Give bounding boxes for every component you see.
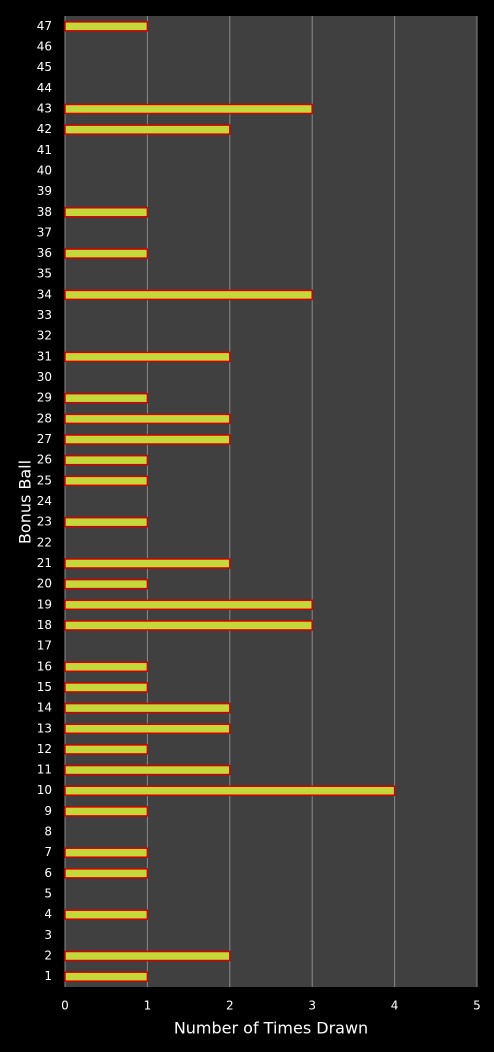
- bar: [64, 454, 149, 466]
- y-tick-label: 35: [37, 267, 52, 281]
- y-tick-label: 32: [37, 329, 52, 343]
- y-tick-label: 4: [44, 907, 52, 921]
- y-tick-label: 18: [37, 618, 52, 632]
- y-tick-label: 43: [37, 101, 52, 115]
- bar: [64, 124, 231, 135]
- y-tick-label: 37: [37, 225, 52, 239]
- y-tick-label: 8: [44, 825, 52, 839]
- x-tick-label: 5: [473, 999, 481, 1013]
- y-tick-label: 33: [37, 308, 52, 322]
- bar: [64, 682, 149, 693]
- y-tick-label: 6: [44, 866, 52, 880]
- bar: [64, 702, 231, 714]
- y-tick-label: 19: [37, 597, 52, 611]
- x-axis-title: Number of Times Drawn: [174, 1019, 368, 1038]
- y-tick-label: 12: [37, 742, 52, 756]
- y-tick-label: 13: [37, 721, 52, 735]
- bar: [64, 847, 149, 858]
- bar: [64, 909, 149, 920]
- y-tick-label: 38: [37, 205, 52, 219]
- y-tick-label: 22: [37, 535, 52, 549]
- bar: [64, 806, 149, 817]
- y-tick-label: 41: [37, 143, 52, 157]
- x-tick-label: 4: [391, 999, 399, 1013]
- y-tick-label: 30: [37, 370, 52, 384]
- bar: [64, 620, 313, 631]
- bar: [64, 744, 149, 755]
- bar: [64, 475, 149, 487]
- bar: [64, 103, 313, 115]
- bar: [64, 434, 231, 445]
- y-tick-label: 17: [37, 639, 52, 653]
- bar: [64, 785, 396, 796]
- y-tick-label: 28: [37, 411, 52, 425]
- y-tick-label: 46: [37, 39, 52, 53]
- y-tick-label: 21: [37, 556, 52, 570]
- bar: [64, 723, 231, 735]
- y-tick-label: 16: [37, 659, 52, 673]
- bar: [64, 351, 231, 363]
- y-axis-title: Bonus Ball: [16, 460, 35, 544]
- y-tick-label: 44: [37, 81, 52, 95]
- x-tick-label: 0: [61, 999, 69, 1013]
- plot-area: [65, 16, 477, 987]
- bar: [64, 207, 149, 218]
- y-tick-label: 15: [37, 680, 52, 694]
- bar: [64, 248, 149, 259]
- x-tick-label: 2: [226, 999, 234, 1013]
- bar: [64, 516, 149, 528]
- bar: [64, 578, 149, 590]
- y-tick-label: 20: [37, 577, 52, 591]
- y-tick-label: 40: [37, 163, 52, 177]
- y-tick-label: 5: [44, 887, 52, 901]
- y-tick-label: 31: [37, 349, 52, 363]
- y-tick-label: 29: [37, 391, 52, 405]
- bar: [64, 599, 313, 611]
- bar: [64, 971, 149, 982]
- y-tick-label: 39: [37, 184, 52, 198]
- y-tick-label: 9: [44, 804, 52, 818]
- y-tick-label: 1: [44, 969, 52, 983]
- y-tick-label: 34: [37, 287, 52, 301]
- y-tick-label: 36: [37, 246, 52, 260]
- y-tick-label: 42: [37, 122, 52, 136]
- y-tick-label: 27: [37, 432, 52, 446]
- bar: [64, 558, 231, 569]
- bar: [64, 21, 149, 32]
- y-tick-label: 47: [37, 19, 52, 33]
- y-tick-label: 23: [37, 515, 52, 529]
- y-tick-label: 45: [37, 60, 52, 74]
- bar: [64, 661, 149, 673]
- bar: [64, 392, 149, 404]
- bar: [64, 289, 313, 301]
- y-tick-label: 7: [44, 845, 52, 859]
- y-tick-label: 10: [37, 783, 52, 797]
- x-tick-label: 3: [308, 999, 316, 1013]
- y-tick-label: 25: [37, 473, 52, 487]
- bar: [64, 950, 231, 962]
- y-tick-label: 14: [37, 701, 52, 715]
- x-tick-label: 1: [144, 999, 152, 1013]
- y-tick-label: 11: [37, 763, 52, 777]
- bar: [64, 764, 231, 776]
- y-tick-label: 24: [37, 494, 52, 508]
- y-tick-label: 2: [44, 949, 52, 963]
- y-tick-label: 3: [44, 928, 52, 942]
- bar: [64, 413, 231, 425]
- bar: [64, 868, 149, 879]
- y-tick-label: 26: [37, 453, 52, 467]
